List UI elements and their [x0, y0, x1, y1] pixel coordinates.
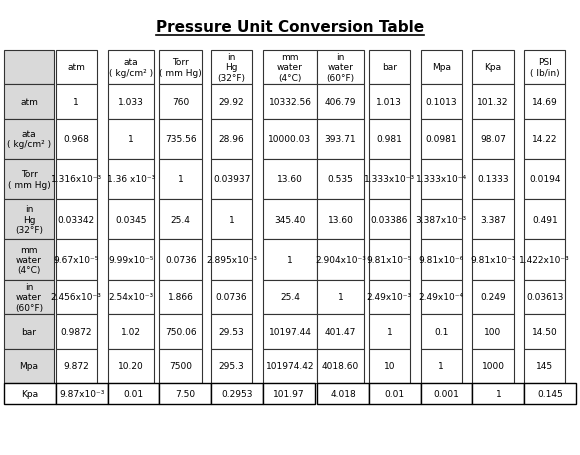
Text: Pressure Unit Conversion Table: Pressure Unit Conversion Table: [156, 20, 424, 35]
